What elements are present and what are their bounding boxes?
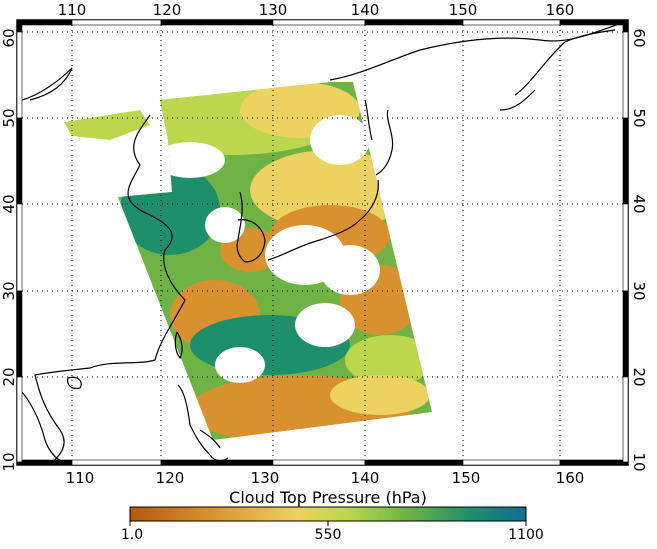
colorbar-tick-mid: 550 xyxy=(315,527,342,543)
lon-label-bottom: 160 xyxy=(556,469,585,487)
lon-label-top: 160 xyxy=(546,1,575,19)
colorbar-gradient xyxy=(129,506,527,522)
satellite-swath xyxy=(118,82,432,440)
lat-labels-right: 10 20 30 40 50 60 xyxy=(630,28,648,471)
lat-label-right: 40 xyxy=(630,194,648,213)
cloud-patch xyxy=(64,110,150,140)
colorbar-tick-min: 1.0 xyxy=(121,527,143,543)
border-bar-right xyxy=(622,19,629,33)
lon-label-bottom: 150 xyxy=(452,469,481,487)
lat-label-right: 50 xyxy=(630,108,648,127)
lat-label-left: 20 xyxy=(0,367,18,386)
border-bar-left xyxy=(16,461,23,466)
colorbar-tick-max: 1100 xyxy=(508,527,544,543)
border-bar-left xyxy=(16,117,23,205)
border-bar-bottom xyxy=(462,459,561,466)
border-bar-right xyxy=(622,203,629,292)
lon-label-bottom: 110 xyxy=(66,469,95,487)
lat-label-left: 40 xyxy=(0,194,18,213)
coastlines xyxy=(19,21,626,466)
border-bar-top xyxy=(160,19,274,26)
colorbar-title: Cloud Top Pressure (hPa) xyxy=(229,488,427,507)
lat-label-left: 30 xyxy=(0,281,18,300)
border-bar-bottom xyxy=(160,459,274,466)
lat-label-right: 10 xyxy=(630,452,648,471)
lon-label-top: 150 xyxy=(449,1,478,19)
lat-label-right: 60 xyxy=(630,28,648,47)
border-bar-right xyxy=(622,376,629,463)
border-bar-left xyxy=(16,203,23,292)
border-bar-bottom xyxy=(272,459,366,466)
border-bar-bottom xyxy=(71,459,162,466)
border-bar-top xyxy=(462,19,561,26)
border-bar-right xyxy=(622,117,629,205)
lat-label-right: 30 xyxy=(630,281,648,300)
border-bar-top xyxy=(364,19,464,26)
lon-label-top: 120 xyxy=(153,1,182,19)
colorbar: Cloud Top Pressure (hPa) 1.0 550 1100 xyxy=(121,488,544,543)
border-bar-top xyxy=(559,19,629,26)
lon-labels-bottom: 110 120 130 140 150 160 xyxy=(66,469,585,487)
border-bar-right xyxy=(622,31,629,119)
border-bar-bottom xyxy=(559,459,629,466)
lon-label-bottom: 130 xyxy=(251,469,280,487)
lon-label-bottom: 120 xyxy=(156,469,185,487)
border-bar-bottom xyxy=(16,459,73,466)
lat-label-right: 20 xyxy=(630,367,648,386)
lon-label-top: 110 xyxy=(58,1,87,19)
border-bar-left xyxy=(16,290,23,378)
border-bar-bottom xyxy=(364,459,464,466)
lon-label-bottom: 140 xyxy=(351,469,380,487)
border-bar-right xyxy=(622,461,629,466)
lat-label-left: 10 xyxy=(0,452,18,471)
lon-label-top: 130 xyxy=(259,1,288,19)
border-bar-top xyxy=(272,19,366,26)
lon-label-top: 140 xyxy=(351,1,380,19)
border-bar-right xyxy=(622,290,629,378)
border-bar-left xyxy=(16,376,23,463)
lat-labels-left: 10 20 30 40 50 60 xyxy=(0,28,18,471)
map-border-scale xyxy=(16,19,629,466)
lat-label-left: 50 xyxy=(0,108,18,127)
lon-labels-top: 110 120 130 140 150 160 xyxy=(58,1,575,19)
border-bar-top xyxy=(71,19,162,26)
lat-label-left: 60 xyxy=(0,28,18,47)
border-bar-top xyxy=(16,19,73,26)
